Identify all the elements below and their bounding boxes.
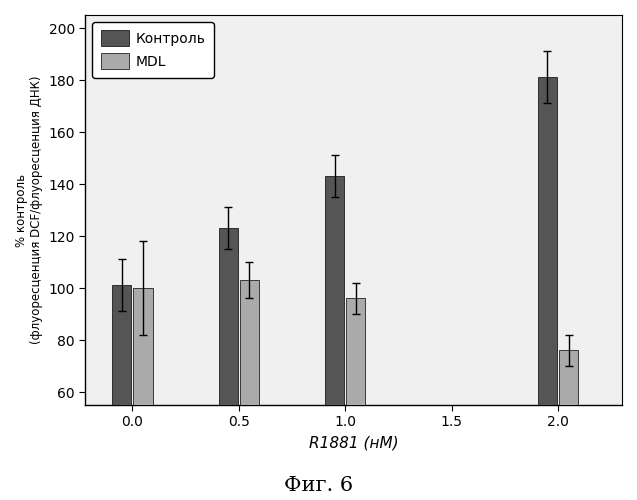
Y-axis label: % контроль
(флуоресценция DCF/флуоресценция ДНК): % контроль (флуоресценция DCF/флуоресцен… (15, 76, 43, 344)
Bar (347, 298, 366, 500)
Bar (112, 286, 131, 500)
Legend: Контроль, MDL: Контроль, MDL (92, 22, 213, 78)
Bar (240, 280, 259, 500)
Bar (559, 350, 578, 500)
Text: Фиг. 6: Фиг. 6 (284, 476, 353, 495)
Bar (218, 228, 238, 500)
Bar (538, 78, 557, 500)
X-axis label: R1881 (нМ): R1881 (нМ) (309, 435, 399, 450)
Bar (325, 176, 344, 500)
Bar (133, 288, 152, 500)
